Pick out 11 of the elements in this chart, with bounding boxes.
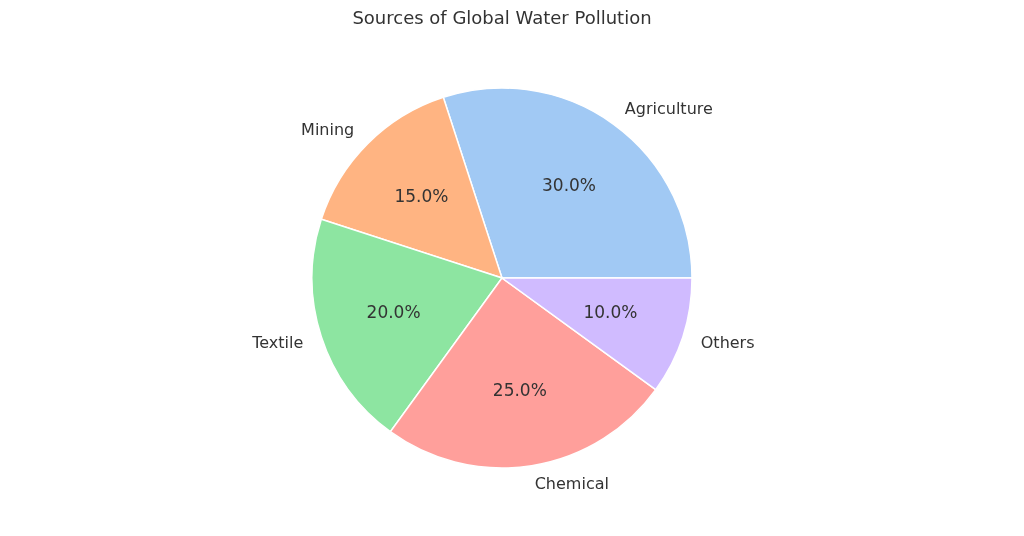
slice-label: Agriculture [624,98,713,118]
slice-label: Textile [251,332,304,352]
chart-title: Sources of Global Water Pollution [352,7,652,28]
data-label: 20.0% [366,302,421,323]
data-label: 30.0% [542,174,597,195]
slice-label: Others [700,332,755,352]
slice-label: Chemical [534,474,609,494]
data-label: 15.0% [394,186,449,207]
data-label: 25.0% [492,379,547,400]
data-label: 10.0% [583,302,638,323]
slice-label: Mining [301,120,355,140]
